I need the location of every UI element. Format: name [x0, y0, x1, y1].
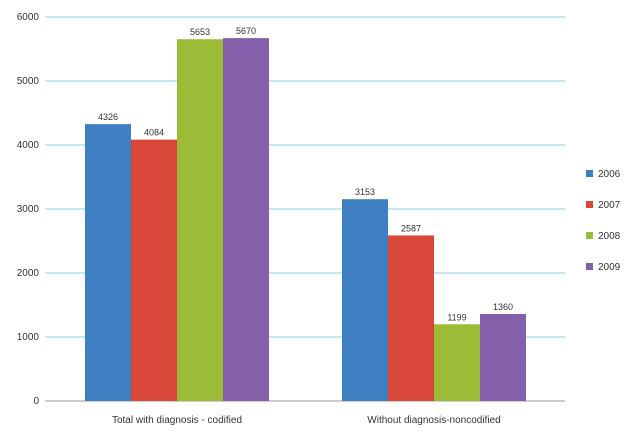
y-tick-label: 5000 — [17, 76, 40, 87]
legend-label: 2009 — [598, 262, 621, 273]
legend-swatch-2009 — [586, 263, 593, 270]
legend-label: 2008 — [598, 231, 621, 242]
bar-2008-codified — [177, 39, 223, 401]
data-label: 1360 — [493, 302, 513, 312]
bar-2008-noncodified — [434, 324, 480, 401]
data-labels: 4326 4084 5653 5670 3153 2587 1199 1360 — [98, 26, 513, 322]
y-tick-label: 3000 — [17, 204, 40, 215]
y-tick-label: 0 — [33, 396, 39, 407]
legend-label: 2007 — [598, 200, 621, 211]
bar-2007-codified — [131, 139, 177, 401]
legend-swatch-2008 — [586, 232, 593, 239]
category-label: Without diagnosis-noncodified — [367, 415, 500, 426]
bar-2006-noncodified — [342, 199, 388, 401]
data-label: 5653 — [190, 27, 210, 37]
bar-2006-codified — [85, 124, 131, 402]
data-label: 4326 — [98, 112, 118, 122]
y-tick-label: 2000 — [17, 268, 40, 279]
y-axis-ticks: 0 1000 2000 3000 4000 5000 6000 — [17, 12, 40, 407]
legend-swatch-2006 — [586, 170, 593, 177]
data-label: 1199 — [447, 312, 466, 322]
bar-2009-codified — [223, 38, 269, 402]
category-labels: Total with diagnosis - codified Without d… — [112, 415, 501, 426]
legend-label: 2006 — [598, 169, 621, 180]
bars — [85, 38, 526, 402]
data-label: 3153 — [355, 187, 375, 197]
y-tick-label: 1000 — [17, 332, 40, 343]
data-label: 4084 — [144, 128, 164, 138]
y-tick-label: 4000 — [17, 140, 40, 151]
category-label: Total with diagnosis - codified — [112, 415, 242, 426]
legend: 2006 2007 2008 2009 — [586, 169, 621, 273]
data-label: 5670 — [236, 26, 256, 36]
bar-2009-noncodified — [480, 313, 526, 401]
bar-2007-noncodified — [388, 235, 434, 401]
y-tick-label: 6000 — [17, 12, 40, 23]
legend-swatch-2007 — [586, 201, 593, 208]
data-label: 2587 — [401, 223, 421, 233]
